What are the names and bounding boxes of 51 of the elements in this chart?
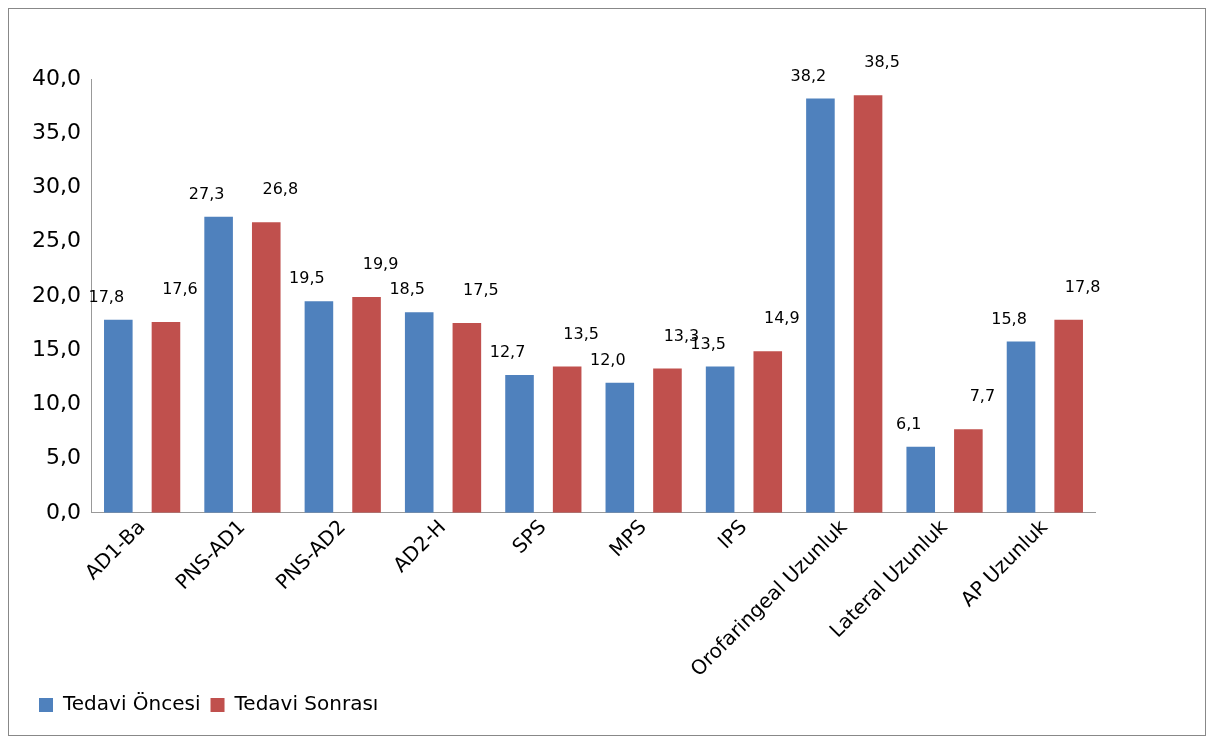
bar <box>906 446 936 513</box>
data-label: 15,8 <box>991 308 1027 328</box>
bar <box>505 375 534 513</box>
bar <box>552 366 582 513</box>
data-label: 13,5 <box>563 323 599 343</box>
data-label: 17,6 <box>162 279 198 299</box>
data-label: 18,5 <box>389 279 426 299</box>
bar <box>404 312 434 513</box>
data-label: 38,2 <box>790 65 827 85</box>
bar <box>452 323 482 513</box>
bar <box>653 368 682 513</box>
bar <box>104 319 133 513</box>
bar <box>1054 319 1083 513</box>
data-label: 6,1 <box>896 413 922 433</box>
bar <box>853 95 883 513</box>
y-tick-label: 35,0 <box>32 118 81 144</box>
bar <box>304 301 334 513</box>
bar <box>605 382 635 513</box>
y-tick-label: 40,0 <box>32 64 81 90</box>
bar <box>352 297 381 513</box>
y-tick-label: 0,0 <box>45 498 81 524</box>
data-label: 17,5 <box>463 280 499 300</box>
x-tick-label: IPS <box>712 514 752 554</box>
data-label: 27,3 <box>188 183 225 203</box>
data-label: 14,9 <box>763 308 800 328</box>
bar <box>251 222 281 513</box>
data-label: 38,5 <box>864 52 900 72</box>
bar <box>705 366 735 513</box>
data-label: 7,7 <box>969 386 996 406</box>
bar <box>806 98 835 513</box>
data-label: 12,7 <box>489 342 526 362</box>
x-tick-label: SPS <box>507 514 551 559</box>
y-tick-label: 15,0 <box>32 335 81 361</box>
legend-label: Tedavi Sonrası <box>233 691 379 716</box>
bar <box>1006 341 1036 513</box>
y-tick-label: 5,0 <box>45 444 81 470</box>
y-tick-label: 25,0 <box>32 227 81 253</box>
data-label: 19,5 <box>289 268 325 288</box>
data-label: 17,8 <box>1064 276 1101 296</box>
data-label: 19,9 <box>362 254 399 274</box>
bar <box>151 321 181 513</box>
data-label: 12,0 <box>590 349 626 369</box>
bar <box>753 351 783 513</box>
y-tick-label: 10,0 <box>32 390 81 416</box>
data-label: 17,8 <box>88 286 125 306</box>
data-label: 26,8 <box>262 179 299 199</box>
y-tick-label: 30,0 <box>32 173 81 199</box>
y-tick-label: 20,0 <box>32 281 81 307</box>
legend-label: Tedavi Öncesi <box>62 691 201 716</box>
bar <box>954 429 983 513</box>
bar <box>204 216 233 513</box>
